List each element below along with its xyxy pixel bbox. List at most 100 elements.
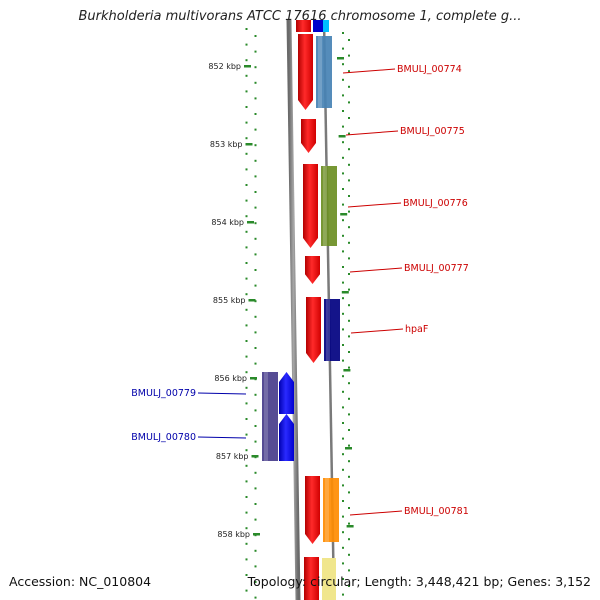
scale-tick bbox=[254, 471, 257, 474]
label-leader-line bbox=[349, 267, 403, 273]
feature-partial bbox=[313, 20, 323, 32]
scale-tick bbox=[245, 464, 248, 467]
scale-tick bbox=[348, 538, 350, 541]
scale-tick bbox=[348, 444, 350, 447]
scale-tick bbox=[348, 319, 350, 322]
kbp-major-tick bbox=[340, 213, 348, 216]
scale-tick bbox=[254, 206, 257, 209]
scale-tick bbox=[348, 85, 350, 88]
scale-tick bbox=[254, 331, 257, 334]
scale-tick bbox=[245, 433, 248, 436]
genome-backbone bbox=[286, 19, 301, 600]
scale-tick bbox=[245, 230, 248, 233]
scale-tick bbox=[245, 496, 248, 498]
kbp-major-tick bbox=[345, 447, 352, 450]
kbp-major-tick bbox=[337, 57, 344, 60]
scale-tick bbox=[254, 362, 257, 365]
label-leader-line bbox=[350, 328, 404, 334]
kbp-label: 854 kbp bbox=[211, 218, 244, 227]
scale-tick bbox=[342, 234, 344, 237]
cds-arrow bbox=[305, 476, 320, 544]
scale-tick bbox=[245, 168, 248, 171]
kbp-label: 856 kbp bbox=[214, 374, 247, 383]
scale-tick bbox=[348, 195, 350, 197]
cds-partial bbox=[304, 557, 319, 600]
feature-block-highlight bbox=[264, 414, 268, 461]
scale-tick bbox=[245, 199, 248, 202]
scale-tick bbox=[342, 156, 344, 159]
kbp-major-tick bbox=[253, 533, 260, 536]
scale-tick bbox=[254, 284, 257, 287]
scale-tick bbox=[348, 101, 350, 104]
scale-tick bbox=[348, 163, 350, 166]
scale-tick bbox=[254, 253, 257, 256]
scale-tick bbox=[348, 210, 350, 213]
scale-tick bbox=[348, 335, 350, 338]
tick-layer: 852 kbp 853 kbp 854 kbp 855 kbp 856 kbp 857 k… bbox=[208, 28, 354, 599]
feature-layer bbox=[262, 20, 340, 600]
scale-tick bbox=[348, 179, 350, 182]
kbp-major-tick bbox=[341, 291, 349, 294]
gene-label: BMULJ_00780 bbox=[131, 432, 196, 443]
scale-tick bbox=[342, 437, 344, 440]
feature-block bbox=[262, 372, 278, 414]
cds-arrow bbox=[298, 34, 313, 110]
scale-tick bbox=[254, 425, 257, 427]
scale-tick bbox=[254, 50, 257, 53]
scale-tick bbox=[245, 355, 248, 358]
kbp-label: 855 kbp bbox=[213, 296, 246, 305]
feature-block bbox=[324, 299, 340, 361]
kbp-label: 858 kbp bbox=[217, 530, 250, 539]
scale-tick bbox=[342, 219, 344, 222]
scale-tick bbox=[245, 418, 248, 420]
scale-tick bbox=[245, 106, 248, 108]
scale-tick bbox=[342, 297, 344, 300]
scale-tick bbox=[348, 117, 350, 119]
feature-block bbox=[321, 166, 337, 246]
scale-tick bbox=[342, 281, 344, 284]
label-leader-line bbox=[197, 392, 247, 395]
feature-block-highlight bbox=[318, 36, 322, 108]
scale-tick bbox=[342, 266, 344, 268]
scale-tick bbox=[342, 406, 344, 409]
cds-arrow bbox=[306, 297, 321, 363]
scale-tick bbox=[254, 581, 257, 583]
label-leader-line bbox=[349, 510, 403, 516]
scale-tick bbox=[348, 54, 350, 57]
scale-tick bbox=[342, 328, 344, 331]
scale-tick bbox=[342, 203, 344, 206]
scale-tick bbox=[348, 569, 350, 572]
scale-tick bbox=[254, 81, 257, 84]
scale-tick bbox=[348, 132, 350, 135]
scale-tick bbox=[348, 585, 350, 587]
feature-block-highlight bbox=[325, 478, 329, 542]
scale-tick bbox=[245, 480, 248, 483]
scale-tick bbox=[348, 351, 350, 353]
kbp-label: 857 kbp bbox=[216, 452, 249, 461]
scale-tick bbox=[254, 269, 257, 271]
scale-tick bbox=[245, 293, 248, 296]
cds-arrow bbox=[279, 372, 294, 414]
feature-block bbox=[323, 478, 339, 542]
kbp-major-tick bbox=[244, 65, 251, 68]
kbp-major-tick bbox=[346, 525, 354, 528]
scale-tick bbox=[348, 475, 350, 478]
scale-tick bbox=[342, 47, 344, 50]
scale-tick bbox=[342, 468, 344, 471]
scale-tick bbox=[342, 141, 344, 144]
scale-tick bbox=[245, 402, 248, 405]
scale-tick bbox=[342, 422, 344, 424]
scale-tick bbox=[348, 39, 350, 41]
scale-tick bbox=[245, 589, 248, 592]
scale-tick bbox=[342, 359, 344, 362]
scale-tick bbox=[348, 366, 350, 369]
scale-tick bbox=[342, 188, 344, 190]
scale-tick bbox=[254, 222, 257, 225]
scale-tick bbox=[342, 562, 344, 565]
scale-tick bbox=[254, 97, 257, 100]
kbp-major-tick bbox=[247, 221, 254, 224]
gene-label: BMULJ_00775 bbox=[400, 126, 465, 137]
scale-tick bbox=[342, 63, 344, 66]
scale-tick bbox=[245, 59, 248, 62]
